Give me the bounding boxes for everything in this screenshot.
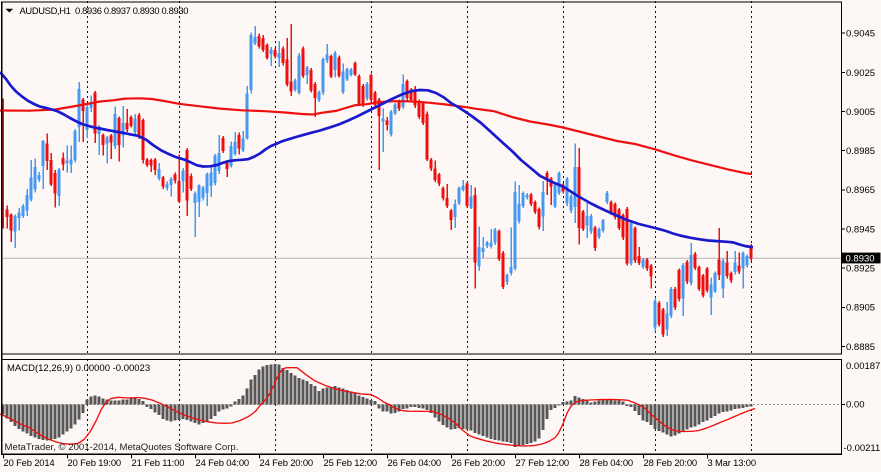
- svg-text:27 Feb 12:00: 27 Feb 12:00: [516, 457, 569, 468]
- svg-text:21 Feb 11:00: 21 Feb 11:00: [132, 457, 185, 468]
- svg-text:MACD(12,26,9) 0.00000 -0.00023: MACD(12,26,9) 0.00000 -0.00023: [7, 363, 150, 374]
- svg-text:3 Mar 13:00: 3 Mar 13:00: [708, 457, 756, 468]
- svg-text:24 Feb 20:00: 24 Feb 20:00: [260, 457, 313, 468]
- svg-text:26 Feb 04:00: 26 Feb 04:00: [388, 457, 441, 468]
- svg-text:28 Feb 04:00: 28 Feb 04:00: [580, 457, 633, 468]
- svg-text:0.8885: 0.8885: [846, 342, 875, 353]
- svg-text:26 Feb 20:00: 26 Feb 20:00: [452, 457, 505, 468]
- svg-text:-0.00211: -0.00211: [844, 443, 881, 454]
- svg-text:AUDUSD,H1 0.8936 0.8937 0.893: AUDUSD,H1 0.8936 0.8937 0.8930 0.8930: [20, 5, 189, 16]
- svg-text:0.8925: 0.8925: [846, 264, 875, 275]
- svg-text:0.00: 0.00: [846, 400, 865, 411]
- svg-text:0.8930: 0.8930: [846, 253, 875, 264]
- svg-text:28 Feb 20:00: 28 Feb 20:00: [644, 457, 697, 468]
- svg-text:0.00187: 0.00187: [846, 361, 880, 372]
- svg-text:0.8965: 0.8965: [846, 185, 875, 196]
- svg-text:25 Feb 12:00: 25 Feb 12:00: [324, 457, 377, 468]
- svg-text:0.9025: 0.9025: [846, 68, 875, 79]
- svg-text:20 Feb 19:00: 20 Feb 19:00: [68, 457, 121, 468]
- svg-text:0.8985: 0.8985: [846, 146, 875, 157]
- svg-text:20 Feb 2014: 20 Feb 2014: [4, 457, 55, 468]
- svg-text:MetaTrader, © 2001-2014, MetaQ: MetaTrader, © 2001-2014, MetaQuotes Soft…: [5, 442, 239, 453]
- svg-text:0.9045: 0.9045: [846, 29, 875, 40]
- svg-text:0.8945: 0.8945: [846, 224, 875, 235]
- svg-text:0.8905: 0.8905: [846, 303, 875, 314]
- svg-text:24 Feb 04:00: 24 Feb 04:00: [196, 457, 249, 468]
- svg-text:0.9005: 0.9005: [846, 107, 875, 118]
